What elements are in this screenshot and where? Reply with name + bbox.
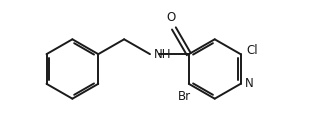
Text: Cl: Cl — [247, 44, 258, 57]
Text: N: N — [245, 77, 253, 90]
Text: O: O — [166, 12, 176, 25]
Text: Br: Br — [178, 90, 191, 103]
Text: NH: NH — [154, 48, 171, 61]
